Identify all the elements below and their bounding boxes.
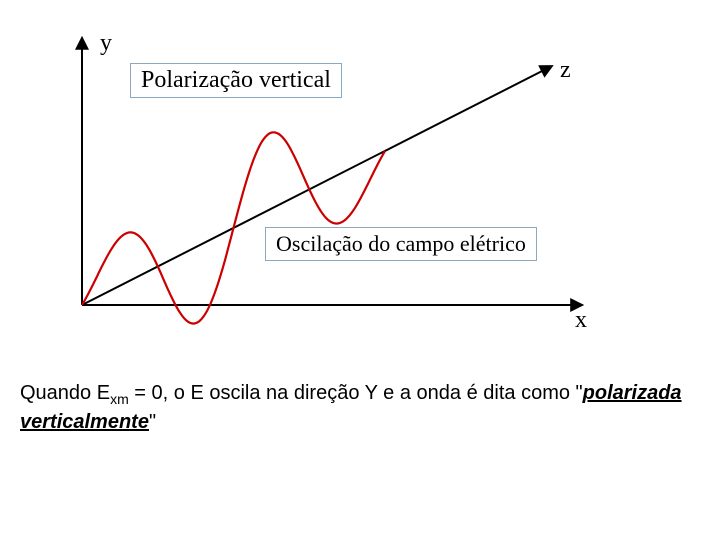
y-axis-label: y <box>100 30 112 57</box>
x-axis-label: x <box>575 307 587 334</box>
caption-post: " <box>149 411 156 433</box>
caption: Quando Exm = 0, o E oscila na direção Y … <box>20 380 700 436</box>
z-axis <box>82 67 550 305</box>
polarization-diagram: y x z Polarização vertical Oscilação do … <box>40 25 640 345</box>
title-box-text: Polarização vertical <box>141 67 331 93</box>
caption-sub: xm <box>110 391 129 407</box>
oscillation-box: Oscilação do campo elétrico <box>265 227 537 261</box>
caption-mid: = 0, o E oscila na direção Y e a onda é … <box>129 382 583 404</box>
title-box: Polarização vertical <box>130 63 342 98</box>
caption-pre: Quando E <box>20 382 110 404</box>
oscillation-box-text: Oscilação do campo elétrico <box>276 231 526 256</box>
z-axis-label: z <box>560 57 571 84</box>
